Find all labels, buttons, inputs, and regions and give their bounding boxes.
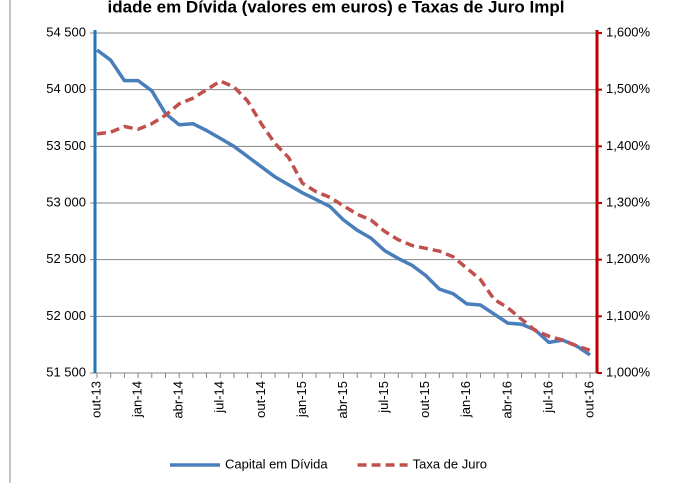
y-tick-label: 52 500 bbox=[46, 251, 86, 266]
chart-frame bbox=[9, 0, 11, 483]
x-tick-label: jan-16 bbox=[458, 381, 473, 418]
y-tick-label: 53 000 bbox=[46, 194, 86, 209]
y2-tick-label: 1,500% bbox=[606, 81, 651, 96]
x-tick-label: jul-15 bbox=[376, 381, 391, 414]
y2-tick-label: 1,300% bbox=[606, 194, 651, 209]
x-tick-label: abr-15 bbox=[335, 381, 350, 419]
y-tick-label: 54 000 bbox=[46, 81, 86, 96]
legend-label: Capital em Dívida bbox=[225, 456, 328, 471]
x-tick-label: jan-14 bbox=[130, 381, 145, 418]
y2-tick-label: 1,000% bbox=[606, 364, 651, 379]
y-tick-label: 51 500 bbox=[46, 364, 86, 379]
y-tick-label: 52 000 bbox=[46, 308, 86, 323]
x-tick-label: jul-16 bbox=[540, 381, 555, 414]
x-tick-label: out-13 bbox=[88, 381, 103, 418]
x-tick-label: jul-14 bbox=[212, 381, 227, 414]
y-tick-label: 54 500 bbox=[46, 24, 86, 39]
x-tick-label: jan-15 bbox=[294, 381, 309, 418]
x-tick-label: out-14 bbox=[253, 381, 268, 418]
y-tick-label: 53 500 bbox=[46, 138, 86, 153]
x-tick-label: out-16 bbox=[581, 381, 596, 418]
y2-tick-label: 1,600% bbox=[606, 24, 651, 39]
chart-title: idade em Dívida (valores em euros) e Tax… bbox=[108, 0, 565, 16]
legend-label: Taxa de Juro bbox=[413, 456, 487, 471]
y2-tick-label: 1,200% bbox=[606, 251, 651, 266]
y2-tick-label: 1,400% bbox=[606, 138, 651, 153]
series-line bbox=[95, 48, 591, 357]
y2-tick-label: 1,100% bbox=[606, 308, 651, 323]
x-tick-label: abr-14 bbox=[171, 381, 186, 419]
x-tick-label: out-15 bbox=[417, 381, 432, 418]
series-line bbox=[96, 79, 591, 352]
x-tick-label: abr-16 bbox=[499, 381, 514, 419]
